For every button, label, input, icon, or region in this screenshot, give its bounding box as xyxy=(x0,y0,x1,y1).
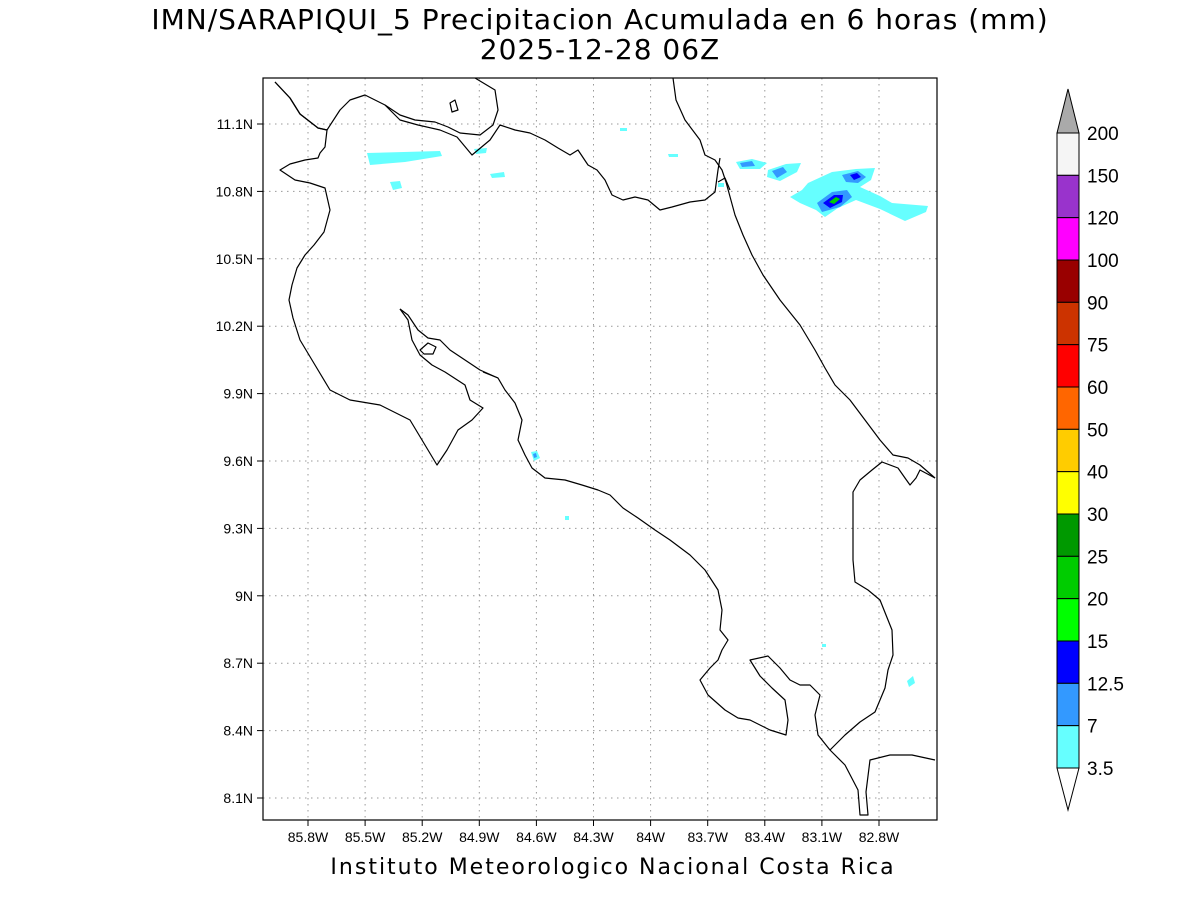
colorbar-bin xyxy=(1056,598,1080,642)
colorbar-bin xyxy=(1056,555,1080,600)
map-frame xyxy=(262,77,938,821)
rain-cell xyxy=(850,173,861,180)
colorbar-label: 15 xyxy=(1087,632,1108,653)
rain-cell xyxy=(772,167,787,178)
pacific-coast xyxy=(482,371,936,816)
rain-cell xyxy=(620,128,627,131)
lat-tick-label: 8.4N xyxy=(223,723,253,739)
rain-cell xyxy=(390,181,402,190)
institution-footer: Instituto Meteorologico Nacional Costa R… xyxy=(330,855,896,880)
colorbar-bin xyxy=(1056,217,1080,261)
rain-cell xyxy=(490,172,505,178)
colorbar-bin xyxy=(1056,132,1080,176)
colorbar-label: 40 xyxy=(1087,463,1108,484)
rain-cell xyxy=(829,197,840,204)
lon-tick-label: 82.8W xyxy=(859,829,900,845)
rain-cell xyxy=(718,183,724,187)
colorbar-bin xyxy=(1056,725,1080,769)
river-mouth xyxy=(717,177,731,191)
colorbar-bin xyxy=(1056,428,1080,473)
colorbar-label: 3.5 xyxy=(1087,759,1113,780)
golfo-dulce-shore xyxy=(829,461,936,751)
precipitation-colorbar: 200 150 120 100 90 75 60 50 40 30 25 20 15 12.5 7 3.5 xyxy=(1056,88,1124,812)
colorbar-bin xyxy=(1056,471,1080,515)
colorbar-label: 12.5 xyxy=(1087,674,1124,695)
lon-tick-label: 85.2W xyxy=(402,829,443,845)
colorbar-bin xyxy=(1056,259,1080,303)
lon-tick-label: 84.3W xyxy=(573,829,614,845)
colorbar-label: 7 xyxy=(1087,717,1098,738)
coastline-layer xyxy=(274,77,936,816)
colorbar-label: 20 xyxy=(1087,590,1108,611)
lon-tick-label: 84W xyxy=(636,829,666,845)
colorbar-label: 75 xyxy=(1087,336,1108,357)
lat-tick-label: 9N xyxy=(235,588,253,604)
lat-tick-label: 10.8N xyxy=(216,183,253,199)
lat-tick-label: 9.3N xyxy=(223,520,253,536)
lon-tick-label: 84.9W xyxy=(459,829,500,845)
map-title: IMN/SARAPIQUI_5 Precipitacion Acumulada … xyxy=(151,3,1049,36)
colorbar-under-arrow xyxy=(1056,767,1080,812)
latitude-axis: 11.1N 10.8N 10.5N 10.2N 9.9N 9.6N 9.3N 9N 8.7N 8.… xyxy=(216,116,263,806)
rain-cell xyxy=(740,161,755,167)
lat-tick-label: 11.1N xyxy=(217,116,253,132)
colorbar-label: 60 xyxy=(1087,378,1108,399)
colorbar-bin xyxy=(1056,301,1080,346)
small-island xyxy=(449,99,459,113)
colorbar-over-arrow xyxy=(1056,88,1080,134)
lat-tick-label: 8.1N xyxy=(223,790,253,806)
colorbar-label: 25 xyxy=(1087,547,1108,568)
rain-cell xyxy=(367,151,442,165)
rain-cell xyxy=(533,453,537,458)
map-gridlines xyxy=(263,78,937,820)
colorbar-bin xyxy=(1056,174,1080,219)
lon-tick-label: 85.8W xyxy=(288,829,329,845)
colorbar-label: 30 xyxy=(1087,505,1108,526)
rain-cell xyxy=(907,676,915,687)
lon-tick-label: 83.7W xyxy=(687,829,728,845)
lon-tick-label: 83.4W xyxy=(745,829,786,845)
map-subtitle: 2025-12-28 06Z xyxy=(479,33,721,66)
lat-tick-label: 9.6N xyxy=(223,453,253,469)
colorbar-bin xyxy=(1056,386,1080,430)
lon-tick-label: 85.5W xyxy=(345,829,386,845)
longitude-axis: 85.8W 85.5W 85.2W 84.9W 84.6W 84.3W 84W 83.7W 83… xyxy=(288,820,900,845)
precipitation-layer xyxy=(367,128,928,687)
lon-tick-label: 83.1W xyxy=(802,829,843,845)
colorbar-label: 90 xyxy=(1087,293,1108,314)
nicoya-gulf xyxy=(399,308,499,379)
colorbar-bin xyxy=(1056,344,1080,388)
caribbean-coast xyxy=(672,77,936,479)
lat-tick-label: 10.2N xyxy=(216,318,253,334)
lat-tick-label: 10.5N xyxy=(216,251,253,267)
colorbar-bin xyxy=(1056,682,1080,727)
colorbar-label: 120 xyxy=(1087,209,1119,230)
lat-tick-label: 8.7N xyxy=(223,655,253,671)
colorbar-bin xyxy=(1056,513,1080,557)
rain-cell xyxy=(474,148,487,154)
lake-nicaragua-shore xyxy=(384,77,499,136)
lat-tick-label: 9.9N xyxy=(223,386,253,402)
colorbar-label: 200 xyxy=(1087,124,1119,145)
colorbar-label: 150 xyxy=(1087,166,1119,187)
colorbar-label: 100 xyxy=(1087,251,1119,272)
lon-tick-label: 84.6W xyxy=(516,829,557,845)
nicaragua-border xyxy=(274,81,721,211)
nicaragua-coast xyxy=(274,81,484,466)
rain-cell xyxy=(565,516,569,520)
colorbar-label: 50 xyxy=(1087,420,1108,441)
rain-cell xyxy=(822,644,826,647)
rain-cell xyxy=(668,154,678,157)
colorbar-bin xyxy=(1056,640,1080,684)
chira-island xyxy=(419,342,437,355)
